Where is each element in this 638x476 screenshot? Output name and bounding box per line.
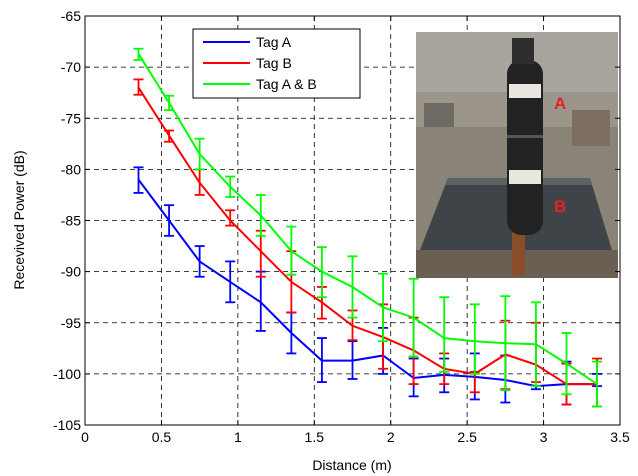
x-tick-label: 0 xyxy=(81,429,89,445)
photo-label-a: A xyxy=(554,94,566,113)
photo-cabinet-right xyxy=(572,110,610,146)
error-bar xyxy=(316,337,327,383)
error-bar xyxy=(530,301,541,388)
y-axis-label: Recevived Power (dB) xyxy=(11,150,27,289)
error-bar xyxy=(225,260,236,304)
legend: Tag A Tag B Tag A & B xyxy=(192,28,361,99)
x-tick-label: 1 xyxy=(234,429,242,445)
error-bar xyxy=(164,204,175,237)
error-bar xyxy=(500,295,511,392)
error-bar xyxy=(133,166,144,194)
error-bar xyxy=(347,340,358,380)
error-bar xyxy=(347,255,358,319)
series-3 xyxy=(133,47,603,408)
y-tick-label: -95 xyxy=(61,315,81,331)
error-bar xyxy=(255,194,266,237)
series xyxy=(133,47,603,408)
error-bar xyxy=(469,370,480,394)
legend-item: Tag B xyxy=(203,55,292,71)
legend-label: Tag A xyxy=(256,34,292,50)
photo-cylinder-top xyxy=(512,38,534,64)
y-tick-label: -75 xyxy=(61,110,81,126)
error-bar xyxy=(592,360,603,408)
error-bar xyxy=(469,303,480,375)
x-tick-label: 3.5 xyxy=(610,429,630,445)
error-bar xyxy=(225,209,236,227)
error-bar xyxy=(561,332,572,396)
error-bar xyxy=(133,47,144,61)
tag-b-strip xyxy=(509,170,541,184)
series-line xyxy=(137,53,598,385)
y-tick-label: -85 xyxy=(61,213,81,229)
error-bar xyxy=(439,296,450,373)
error-bar xyxy=(286,225,297,276)
y-tick-label: -105 xyxy=(53,417,81,433)
photo-cylinder-band xyxy=(507,135,543,138)
photo-label-b: B xyxy=(554,197,566,216)
photo-equipment-left xyxy=(424,103,454,127)
error-bar xyxy=(194,168,205,196)
error-bar xyxy=(378,272,389,343)
x-tick-label: 0.5 xyxy=(152,429,172,445)
y-tick-label: -100 xyxy=(53,366,81,382)
x-axis-label: Distance (m) xyxy=(312,457,391,473)
legend-label: Tag A & B xyxy=(256,76,317,92)
error-bar xyxy=(194,137,205,171)
legend-label: Tag B xyxy=(256,55,292,71)
error-bar xyxy=(255,270,266,332)
series-line xyxy=(137,179,598,388)
photo-wooden-stand xyxy=(512,225,525,275)
error-bar xyxy=(164,94,175,111)
x-tick-label: 2.5 xyxy=(457,429,477,445)
x-tick-label: 1.5 xyxy=(305,429,325,445)
x-tick-label: 3 xyxy=(540,429,548,445)
inset-photo: A B xyxy=(416,32,618,278)
series-line xyxy=(137,87,598,386)
error-bar xyxy=(286,311,297,355)
y-tick-label: -70 xyxy=(61,59,81,75)
error-bar xyxy=(225,175,236,198)
error-bar xyxy=(164,129,175,143)
axes: 0 0.5 1 1.5 2 2.5 3 3.5 -105 -100 -95 -90 -85 -80 -75 -… xyxy=(53,8,630,445)
legend-item: Tag A & B xyxy=(203,76,317,92)
error-bar xyxy=(408,277,419,358)
legend-item: Tag A xyxy=(203,34,292,50)
y-tick-label: -80 xyxy=(61,161,81,177)
x-tick-label: 2 xyxy=(387,429,395,445)
error-bar xyxy=(194,245,205,278)
y-tick-label: -65 xyxy=(61,8,81,24)
error-bar xyxy=(316,246,327,299)
y-tick-label: -90 xyxy=(61,264,81,280)
error-bar xyxy=(133,78,144,96)
tag-a-strip xyxy=(509,84,541,98)
photo-cylinder xyxy=(507,60,543,235)
